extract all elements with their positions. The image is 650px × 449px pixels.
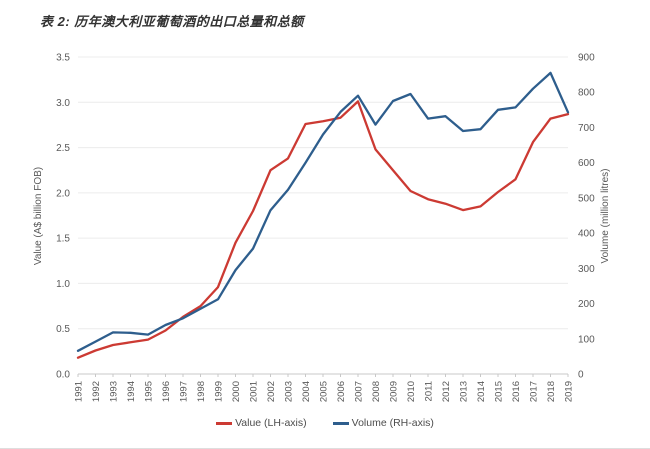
x-axis-year-label: 2017 bbox=[529, 381, 540, 402]
left-axis-tick-label: 1.5 bbox=[56, 234, 70, 245]
x-axis-year-label: 1991 bbox=[74, 381, 85, 402]
x-axis-year-label: 2007 bbox=[354, 381, 365, 402]
x-axis-year-label: 2003 bbox=[284, 381, 295, 402]
x-axis-year-label: 2008 bbox=[371, 381, 382, 402]
x-axis-year-label: 2002 bbox=[266, 381, 277, 402]
right-axis-tick-labels: 0 100 200 300 400 500 600 700 800 900 bbox=[578, 53, 595, 381]
x-axis-year-label: 1997 bbox=[179, 381, 190, 402]
x-axis-year-label: 2006 bbox=[336, 381, 347, 402]
x-axis-year-label: 2018 bbox=[546, 381, 557, 402]
x-axis-year-label: 2019 bbox=[564, 381, 575, 402]
x-axis-year-label: 2000 bbox=[231, 381, 242, 402]
left-axis-title: Value (A$ billion FOB) bbox=[33, 167, 44, 265]
legend-item-volume: Volume (RH-axis) bbox=[332, 417, 434, 429]
volume-series-line bbox=[76, 71, 570, 352]
gridlines bbox=[78, 56, 568, 375]
right-axis-tick-label: 500 bbox=[578, 193, 595, 204]
x-axis-year-label: 1995 bbox=[144, 381, 155, 402]
x-axis-year-label: 1992 bbox=[91, 381, 102, 402]
right-axis-tick-label: 900 bbox=[578, 53, 595, 64]
left-axis-tick-label: 0.5 bbox=[56, 324, 70, 335]
left-axis-tick-label: 2.5 bbox=[56, 143, 70, 154]
chart-legend: Value (LH-axis) Volume (RH-axis) bbox=[0, 417, 650, 429]
x-axis-year-label: 2001 bbox=[249, 381, 260, 402]
x-axis-year-label: 1999 bbox=[214, 381, 225, 402]
x-axis-ticks bbox=[77, 374, 569, 377]
x-axis-year-label: 1994 bbox=[126, 381, 137, 402]
value-line-swatch bbox=[216, 421, 233, 425]
x-axis-year-label: 2016 bbox=[511, 381, 522, 402]
x-axis-year-label: 2004 bbox=[301, 381, 312, 402]
x-axis-year-labels: 1991 1992 1993 1994 1995 1996 1997 1998 1999 2000… bbox=[74, 381, 575, 402]
right-axis-tick-label: 800 bbox=[578, 88, 595, 99]
x-axis-year-label: 2005 bbox=[319, 381, 330, 402]
x-axis-year-label: 2009 bbox=[389, 381, 400, 402]
left-axis-tick-label: 3.0 bbox=[56, 98, 70, 109]
right-axis-title: Volume (million litres) bbox=[600, 168, 611, 263]
left-axis-tick-labels: 0.0 0.5 1.0 1.5 2.0 2.5 3.0 3.5 bbox=[56, 53, 70, 381]
x-axis-year-label: 2015 bbox=[494, 381, 505, 402]
x-axis-year-label: 1998 bbox=[196, 381, 207, 402]
chart-title: 表 2: 历年澳大利亚葡萄酒的出口总量和总额 bbox=[40, 14, 304, 29]
x-axis-year-label: 1993 bbox=[109, 381, 120, 402]
x-axis-year-label: 2012 bbox=[441, 381, 452, 402]
right-axis-tick-label: 700 bbox=[578, 123, 595, 134]
right-axis-tick-label: 100 bbox=[578, 334, 595, 345]
x-axis-year-label: 2014 bbox=[476, 381, 487, 402]
legend-label-volume: Volume (RH-axis) bbox=[351, 417, 434, 429]
right-axis-tick-label: 400 bbox=[578, 229, 595, 240]
right-axis-tick-label: 300 bbox=[578, 264, 595, 275]
left-axis-tick-label: 1.0 bbox=[56, 279, 70, 290]
value-series-line bbox=[76, 100, 570, 359]
right-axis-tick-label: 0 bbox=[578, 370, 584, 381]
x-axis-year-label: 2010 bbox=[406, 381, 417, 402]
legend-label-value: Value (LH-axis) bbox=[235, 417, 307, 429]
x-axis-year-label: 2013 bbox=[459, 381, 470, 402]
left-axis-tick-label: 0.0 bbox=[56, 370, 70, 381]
series-lines bbox=[76, 71, 570, 359]
left-axis-tick-label: 3.5 bbox=[56, 53, 70, 64]
x-axis-year-label: 2011 bbox=[424, 381, 435, 401]
volume-line-swatch bbox=[332, 421, 349, 425]
x-axis-year-label: 1996 bbox=[161, 381, 172, 402]
right-axis-tick-label: 600 bbox=[578, 158, 595, 169]
right-axis-tick-label: 200 bbox=[578, 299, 595, 310]
legend-item-value: Value (LH-axis) bbox=[216, 417, 307, 429]
left-axis-tick-label: 2.0 bbox=[56, 188, 70, 199]
